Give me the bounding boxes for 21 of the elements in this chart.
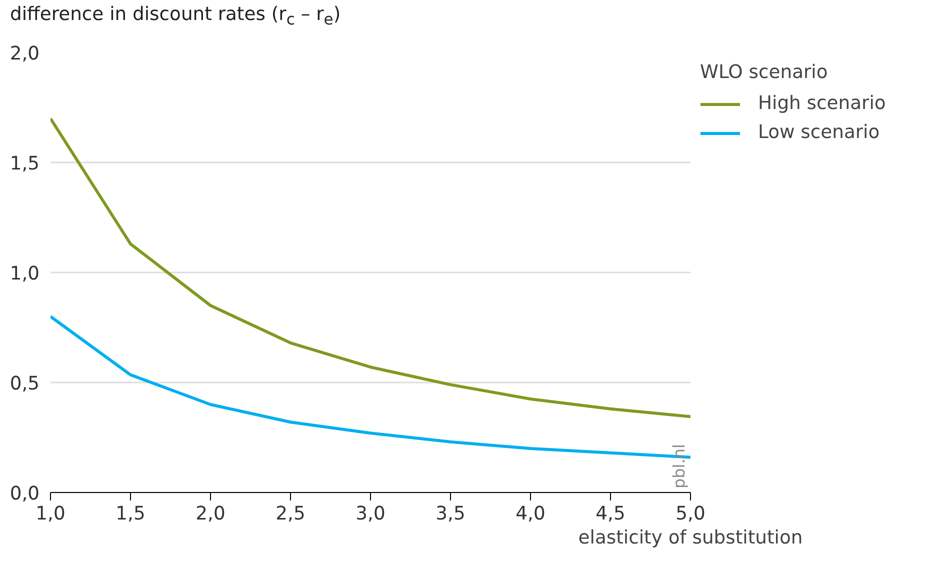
annotation: pbl.nl: [670, 444, 688, 488]
x-axis-title: elasticity of substitution: [578, 528, 803, 548]
x-tick-label: 4,0: [516, 504, 546, 524]
x-tick-label: 3,5: [436, 504, 466, 524]
x-tick-label: 1,5: [116, 504, 146, 524]
y-tick-label: 2,0: [10, 44, 40, 64]
y-tick-label: 0,5: [10, 374, 40, 394]
x-tick-label: 2,5: [276, 504, 306, 524]
x-tick-label: 1,0: [36, 504, 66, 524]
x-tick-label: 5,0: [676, 504, 706, 524]
legend-title: WLO scenario: [700, 62, 829, 83]
y-axis-title: difference in discount rates (r$_{c}$ – r$_{e}$): [10, 3, 341, 31]
y-tick-label: 0,0: [10, 484, 40, 504]
x-tick-label: 3,0: [356, 504, 386, 524]
x-tick-label: 4,5: [596, 504, 626, 524]
x-tick-label: 2,0: [196, 504, 226, 524]
legend-label: High scenario: [758, 93, 886, 114]
y-tick-label: 1,5: [10, 154, 40, 174]
legend-label: Low scenario: [758, 122, 880, 143]
line-series: [50, 117, 690, 418]
y-tick-label: 1,0: [10, 264, 40, 284]
